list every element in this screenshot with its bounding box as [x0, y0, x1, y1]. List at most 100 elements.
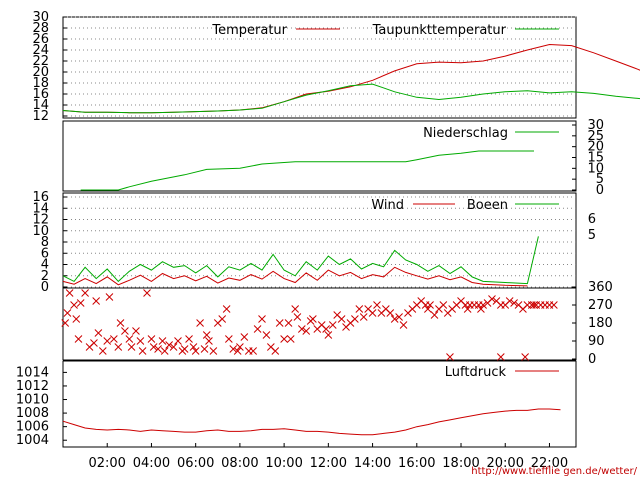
data-point [136, 337, 145, 345]
data-point [74, 335, 83, 343]
data-point [160, 347, 169, 355]
data-point [463, 305, 472, 313]
y-tick-label: 26 [32, 32, 49, 47]
data-point [399, 321, 408, 329]
panel-frame [62, 360, 577, 448]
series-line-1 [62, 266, 528, 287]
data-point [297, 325, 306, 333]
data-point [98, 347, 107, 355]
data-point [240, 333, 249, 341]
y-tick-label: 12 [32, 213, 49, 228]
data-point [505, 297, 514, 305]
series-line-2 [62, 83, 640, 114]
data-point [165, 341, 173, 349]
panel-frame [62, 192, 577, 289]
data-point [550, 301, 558, 309]
data-point [158, 337, 167, 345]
data-point [90, 339, 98, 347]
y-tick-label: 1008 [16, 406, 49, 421]
data-point [205, 337, 213, 345]
y-tick-label: 16 [32, 190, 49, 205]
data-point [92, 297, 101, 305]
y-tick-label: 5 [596, 172, 604, 187]
data-point [147, 335, 156, 343]
x-tick-label: 12:00 [310, 456, 347, 471]
data-point [322, 325, 330, 333]
series-line-2 [62, 236, 539, 285]
data-point [196, 319, 204, 327]
y-tick-label: 1004 [16, 433, 49, 448]
legend-label: Boeen [467, 198, 508, 213]
data-point [209, 347, 218, 355]
y-tick-label: 0 [41, 280, 49, 295]
x-tick-label: 10:00 [265, 456, 302, 471]
data-point [149, 343, 158, 351]
data-point [302, 327, 311, 335]
legend-label: Luftdruck [445, 365, 507, 380]
legend-label: Temperatur [211, 23, 287, 38]
legend-label: Wind [371, 198, 404, 213]
data-point [72, 315, 81, 323]
data-point [200, 345, 209, 353]
data-point [189, 343, 198, 351]
y-tick-label: 10 [32, 224, 49, 239]
legend-label: Niederschlag [423, 126, 508, 141]
data-point [291, 305, 300, 313]
x-tick-label: 08:00 [221, 456, 258, 471]
data-point [426, 301, 434, 309]
data-point [293, 313, 302, 321]
data-point [202, 331, 211, 339]
y-tick-label: 8 [41, 235, 49, 250]
right-tick-label: 360 [588, 280, 613, 295]
data-point [229, 345, 238, 353]
data-point [233, 347, 242, 355]
data-point [351, 315, 359, 323]
y-tick-label: 12 [32, 109, 49, 124]
data-point [530, 301, 538, 309]
data-point [222, 305, 231, 313]
x-tick-label: 18:00 [442, 456, 479, 471]
data-point [224, 335, 233, 343]
data-point [110, 335, 118, 343]
right-tick-label: 0 [588, 352, 596, 367]
data-point [121, 327, 129, 335]
y-tick-label: 20 [587, 140, 604, 155]
y-tick-label: 20 [32, 65, 49, 80]
x-tick-label: 04:00 [133, 456, 170, 471]
data-point [510, 299, 518, 307]
x-tick-label: 16:00 [398, 456, 435, 471]
y-tick-label: 1012 [16, 379, 49, 394]
y-tick-label: 1010 [16, 393, 49, 408]
y-tick-label: 4 [41, 258, 49, 273]
y-tick-label: 22 [32, 54, 49, 69]
y-tick-label: 28 [32, 21, 49, 36]
data-point [169, 343, 178, 351]
x-tick-label: 06:00 [177, 456, 214, 471]
x-tick-label: 20:00 [487, 456, 524, 471]
data-point [488, 295, 496, 303]
data-point [94, 329, 103, 337]
data-point [103, 337, 112, 345]
data-point [236, 343, 244, 351]
data-point [125, 335, 134, 343]
data-point [280, 335, 288, 343]
y-tick-label: 15 [587, 151, 604, 166]
source-url[interactable]: http://www.tiefflie gen.de/wetter/ [471, 466, 637, 477]
y-tick-label: 14 [32, 201, 49, 216]
data-point [258, 315, 266, 323]
y-tick-label: 10 [587, 161, 604, 176]
data-point [180, 345, 189, 353]
data-point [368, 309, 377, 317]
x-axis-labels: 02:00 04:00 06:00 08:00 10:00 12:00 14:00 16:00… [88, 443, 568, 471]
data-point [446, 353, 454, 361]
data-point [309, 315, 317, 323]
data-point [65, 289, 74, 297]
data-point [63, 309, 72, 317]
right-tick-label: 90 [588, 334, 605, 349]
data-point [81, 289, 89, 297]
y-tick-label: 14 [32, 98, 49, 113]
data-point [324, 331, 333, 339]
